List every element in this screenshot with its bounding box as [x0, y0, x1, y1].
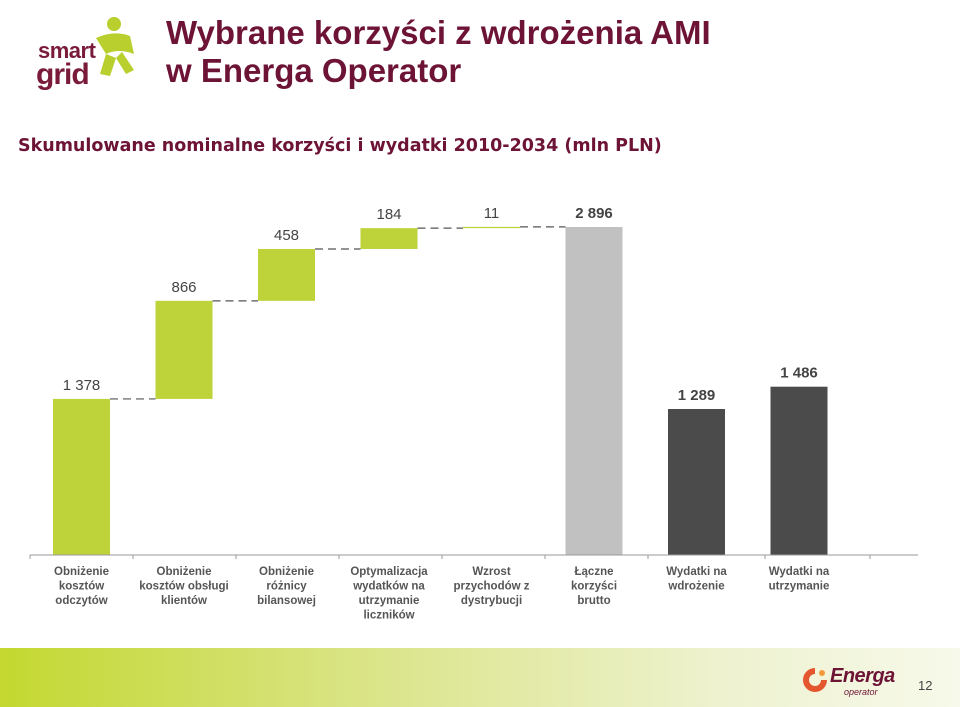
category-label-line: Obniżenie [259, 566, 314, 578]
value-label-1: 1 378 [63, 377, 101, 394]
bar-5 [463, 226, 520, 229]
category-label-8: Wydatki na utrzymanie [769, 566, 830, 593]
page-title: Wybrane korzyści z wdrożenia AMI w Energ… [166, 14, 711, 90]
category-label-line: wdrożenie [667, 581, 724, 593]
category-label-line: utrzymanie [359, 595, 420, 607]
category-label-line: brutto [577, 595, 610, 607]
bar-1 [53, 398, 110, 555]
page-number: 12 [918, 678, 933, 693]
category-label-4: Optymalizacja wydatków na utrzymanie liczni… [350, 566, 428, 622]
value-label-8: 1 486 [780, 365, 818, 382]
footer-band [0, 648, 960, 707]
category-label-line: Optymalizacja [350, 566, 428, 578]
category-label-line: utrzymanie [769, 581, 830, 593]
category-label-line: dystrybucji [461, 595, 522, 607]
value-label-3: 458 [274, 227, 299, 244]
category-label-5: Wzrost przychodów z dystrybucji [453, 566, 529, 607]
category-label-line: przychodów z [453, 581, 529, 593]
energa-logo: Energa operator [800, 663, 900, 699]
bar-4 [360, 228, 418, 249]
category-label-7: Wydatki na wdrożenie [666, 566, 727, 593]
category-label-line: Wydatki na [769, 566, 830, 578]
category-label-line: Wydatki na [666, 566, 727, 578]
logo-word-grid: grid [36, 58, 90, 91]
category-label-line: wydatków na [352, 581, 425, 593]
bar-2 [155, 300, 213, 399]
energa-swirl-icon [803, 668, 827, 692]
category-label-1: Obniżenie kosztów odczytów [54, 566, 109, 607]
category-label-line: Wzrost [472, 566, 511, 578]
category-label-line: Obniżenie [54, 566, 109, 578]
category-label-line: liczników [363, 610, 414, 622]
category-label-line: Obniżenie [157, 566, 212, 578]
value-label-7: 1 289 [678, 387, 716, 404]
value-label-5: 11 [484, 205, 500, 222]
page-title-line2: w Energa Operator [166, 52, 462, 89]
category-label-line: odczytów [55, 595, 107, 607]
category-label-line: różnicy [266, 581, 307, 593]
energa-brand-sub: operator [844, 687, 878, 697]
logo-word-smart: smart [38, 38, 96, 63]
category-label-line: korzyści [571, 581, 617, 593]
category-label-line: klientów [161, 595, 207, 607]
page-title-line1: Wybrane korzyści z wdrożenia AMI [166, 14, 711, 51]
smart-grid-logo-icon [96, 17, 134, 76]
bar-8 [770, 386, 828, 555]
value-label-2: 866 [171, 279, 196, 296]
category-label-line: kosztów obsługi [139, 581, 228, 593]
energa-brand: Energa [830, 665, 895, 687]
category-label-2: Obniżenie kosztów obsługi klientów [139, 566, 228, 607]
bar-7 [668, 409, 725, 555]
bar-6 [565, 227, 623, 555]
value-label-6: 2 896 [575, 205, 613, 222]
category-label-line: Łączne [575, 566, 614, 578]
category-label-line: bilansowej [257, 595, 316, 607]
chart-subtitle: Skumulowane nominalne korzyści i wydatki… [18, 136, 662, 156]
smart-grid-logo: smart grid [22, 10, 152, 100]
category-label-line: kosztów [59, 581, 104, 593]
bar-3 [258, 248, 315, 301]
value-label-4: 184 [376, 206, 401, 223]
category-label-3: Obniżenie różnicy bilansowej [257, 566, 316, 607]
category-label-6: Łączne korzyści brutto [571, 566, 617, 607]
